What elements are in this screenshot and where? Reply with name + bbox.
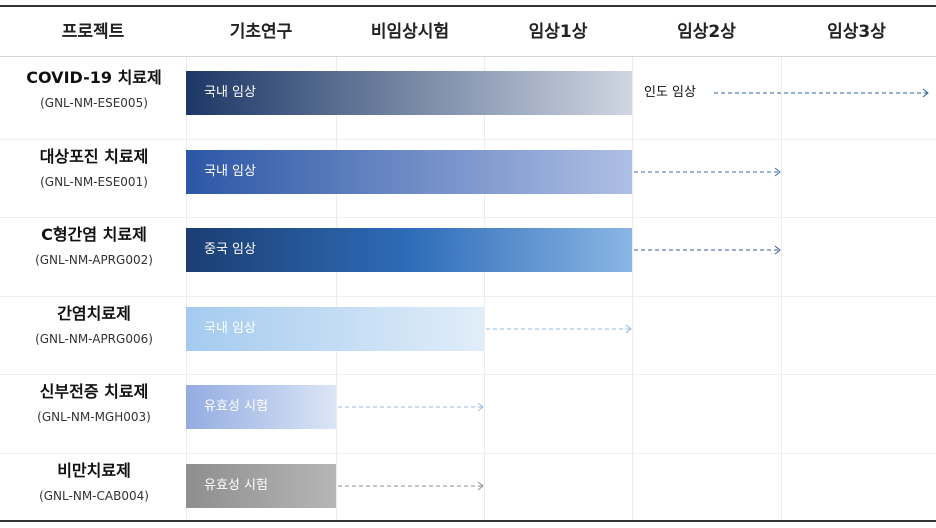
column-divider	[632, 57, 633, 520]
progress-bar-gnl-nm-ese001: 국내 임상	[186, 150, 632, 194]
row-divider	[0, 139, 936, 140]
project-code: (GNL-NM-MGH003)	[37, 410, 151, 424]
dashed-arrow-icon	[338, 481, 484, 491]
column-divider	[336, 57, 337, 520]
progress-bar-label: 유효성 시험	[204, 399, 268, 414]
progress-bar-label: 국내 임상	[204, 164, 256, 179]
dashed-arrow-icon	[338, 402, 484, 412]
column-header-stage-3: 임상1상	[528, 22, 588, 42]
project-code: (GNL-NM-APRG006)	[35, 332, 153, 346]
project-cell: 대상포진 치료제 (GNL-NM-ESE001)	[0, 146, 188, 191]
bottom-rule	[0, 520, 936, 522]
column-header-stage-1: 기초연구	[229, 22, 293, 42]
progress-bar-gnl-nm-aprg002: 중국 임상	[186, 228, 632, 272]
project-code: (GNL-NM-APRG002)	[35, 253, 153, 267]
project-cell: COVID-19 치료제 (GNL-NM-ESE005)	[0, 67, 188, 112]
project-cell: 간염치료제 (GNL-NM-APRG006)	[0, 303, 188, 348]
column-divider	[186, 57, 187, 520]
dashed-arrow-icon	[634, 245, 781, 255]
project-cell: C형간염 치료제 (GNL-NM-APRG002)	[0, 224, 188, 269]
row-divider	[0, 296, 936, 297]
bar-annotation: 인도 임상	[644, 85, 696, 100]
progress-bar-label: 유효성 시험	[204, 478, 268, 493]
column-divider	[781, 57, 782, 520]
project-cell: 비만치료제 (GNL-NM-CAB004)	[0, 460, 188, 505]
project-name: 간염치료제	[57, 304, 131, 323]
project-code: (GNL-NM-ESE005)	[40, 96, 148, 110]
column-header-project: 프로젝트	[61, 22, 125, 42]
column-header-stage-5: 임상3상	[827, 22, 886, 42]
progress-bar-label: 국내 임상	[204, 321, 256, 336]
progress-bar-gnl-nm-mgh003: 유효성 시험	[186, 385, 336, 429]
progress-bar-label: 중국 임상	[204, 242, 256, 257]
project-name: 대상포진 치료제	[39, 147, 149, 166]
dashed-arrow-icon	[714, 88, 929, 98]
dashed-arrow-icon	[486, 324, 632, 334]
project-name: COVID-19 치료제	[26, 68, 162, 87]
row-divider	[0, 217, 936, 218]
project-cell: 신부전증 치료제 (GNL-NM-MGH003)	[0, 381, 188, 426]
column-header-stage-2: 비임상시험	[370, 22, 450, 42]
project-name: 신부전증 치료제	[39, 382, 149, 401]
row-divider	[0, 453, 936, 454]
column-divider	[484, 57, 485, 520]
progress-bar-gnl-nm-ese005: 국내 임상	[186, 71, 632, 115]
progress-bar-label: 국내 임상	[204, 85, 256, 100]
header-divider	[0, 56, 936, 57]
project-code: (GNL-NM-ESE001)	[40, 175, 148, 189]
top-rule	[0, 5, 936, 7]
project-name: 비만치료제	[57, 461, 131, 480]
progress-bar-gnl-nm-aprg006: 국내 임상	[186, 307, 484, 351]
column-header-stage-4: 임상2상	[677, 22, 736, 42]
row-divider	[0, 374, 936, 375]
project-code: (GNL-NM-CAB004)	[39, 489, 149, 503]
dashed-arrow-icon	[634, 167, 781, 177]
project-name: C형간염 치료제	[41, 225, 147, 244]
progress-bar-gnl-nm-cab004: 유효성 시험	[186, 464, 336, 508]
